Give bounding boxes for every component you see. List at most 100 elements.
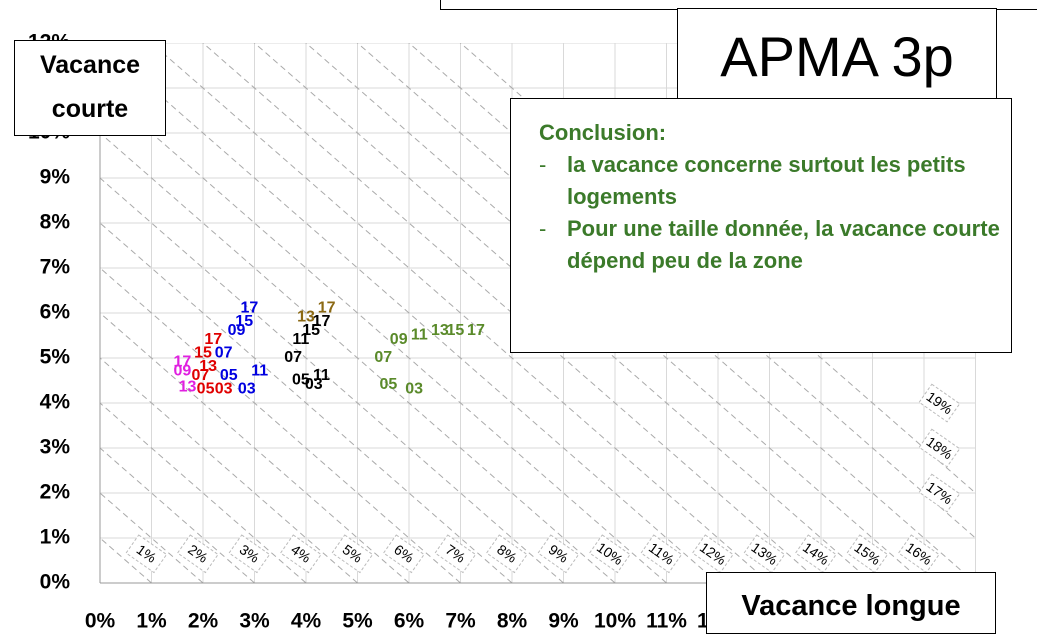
point-label: 07 [192, 367, 210, 384]
iso-label: 8% [485, 534, 528, 574]
chart-title: APMA 3p [677, 8, 997, 100]
point-label: 11 [292, 331, 309, 348]
point-label: 17 [313, 313, 331, 330]
iso-label: 7% [434, 534, 477, 574]
point-label: 07 [215, 345, 233, 362]
iso-label: 1% [125, 534, 168, 574]
point-label: 03 [305, 376, 323, 393]
iso-line [100, 447, 255, 583]
iso-line [253, 43, 873, 583]
y-tick-label: 5% [40, 346, 71, 369]
x-tick-label: 2% [188, 610, 219, 633]
iso-line [100, 312, 410, 583]
iso-label: 17% [918, 473, 961, 513]
point-label: 07 [374, 349, 392, 366]
point-label: 03 [215, 381, 233, 398]
iso-label: 3% [228, 534, 271, 574]
y-tick-label: 2% [40, 481, 71, 504]
point-label: 15 [194, 345, 212, 362]
point-label: 15 [446, 322, 464, 339]
iso-label: 14% [794, 534, 837, 574]
iso-label-box [176, 534, 219, 574]
x-tick-label: 5% [342, 610, 373, 633]
point-label: 13 [179, 378, 197, 395]
conclusion-box: Conclusion: la vacance concerne surtout … [510, 98, 1012, 353]
y-tick-label: 0% [40, 571, 71, 594]
conclusion-item: la vacance concerne surtout les petits l… [539, 149, 1011, 213]
iso-line [100, 267, 461, 583]
point-label: 11 [251, 363, 268, 380]
iso-label-box [125, 534, 168, 574]
iso-label: 6% [382, 534, 425, 574]
point-label: 05 [197, 381, 215, 398]
iso-label: 9% [537, 534, 580, 574]
x-tick-label: 0% [85, 610, 116, 633]
point-label: 05 [380, 376, 398, 393]
point-label: 05 [220, 367, 238, 384]
y-tick-label: 1% [40, 526, 71, 549]
point-label: 17 [467, 322, 485, 339]
point-label: 11 [313, 367, 330, 384]
point-label: 13 [431, 322, 449, 339]
conclusion-heading: Conclusion: [539, 120, 667, 145]
x-tick-label: 3% [239, 610, 270, 633]
iso-line [305, 43, 925, 583]
iso-label: 18% [918, 428, 961, 468]
iso-line [100, 222, 513, 583]
point-label: 03 [238, 381, 256, 398]
point-label: 09 [174, 363, 192, 380]
x-axis-title: Vacance longue [706, 572, 996, 634]
conclusion-item: Pour une taille donnée, la vacance court… [539, 213, 1011, 277]
point-label: 05 [292, 372, 310, 389]
iso-label-box [485, 534, 528, 574]
iso-line [150, 43, 770, 583]
iso-label: 13% [743, 534, 786, 574]
x-tick-label: 10% [594, 610, 636, 633]
iso-line [100, 402, 307, 583]
point-label: 07 [284, 349, 302, 366]
point-label: 03 [405, 381, 423, 398]
y-axis-title: Vacance courte [14, 40, 166, 136]
iso-line [100, 132, 616, 583]
iso-line [100, 87, 667, 583]
point-label: 17 [318, 300, 336, 317]
iso-label: 16% [897, 534, 940, 574]
iso-label: 15% [846, 534, 889, 574]
point-label: 15 [235, 313, 253, 330]
iso-label: 4% [279, 534, 322, 574]
x-tick-label: 8% [497, 610, 528, 633]
point-label: 13 [297, 309, 315, 326]
y-tick-label: 8% [40, 211, 71, 234]
x-tick-label: 7% [445, 610, 476, 633]
iso-label: 19% [918, 383, 961, 423]
point-label: 13 [199, 358, 217, 375]
iso-line [100, 537, 152, 583]
iso-label: 11% [640, 534, 683, 574]
point-label: 17 [174, 354, 192, 371]
iso-label: 5% [331, 534, 374, 574]
x-tick-label: 6% [394, 610, 425, 633]
y-tick-label: 7% [40, 256, 71, 279]
x-tick-label: 11% [646, 610, 687, 633]
point-label: 17 [240, 300, 258, 317]
y-tick-label: 6% [40, 301, 71, 324]
x-tick-label: 9% [548, 610, 579, 633]
iso-label: 10% [588, 534, 631, 574]
conclusion-list: la vacance concerne surtout les petits l… [539, 149, 1011, 277]
point-label: 09 [228, 322, 246, 339]
iso-line [100, 357, 358, 583]
iso-label: 2% [176, 534, 219, 574]
iso-label: 12% [691, 534, 734, 574]
y-tick-label: 3% [40, 436, 71, 459]
iso-line [100, 177, 564, 583]
point-label: 15 [302, 322, 320, 339]
point-label: 17 [204, 331, 222, 348]
point-label: 09 [390, 331, 408, 348]
iso-line [100, 492, 204, 583]
iso-line [100, 43, 719, 583]
y-tick-label: 9% [40, 166, 71, 189]
y-tick-label: 4% [40, 391, 71, 414]
point-label: 11 [411, 327, 428, 344]
x-tick-label: 1% [136, 610, 167, 633]
